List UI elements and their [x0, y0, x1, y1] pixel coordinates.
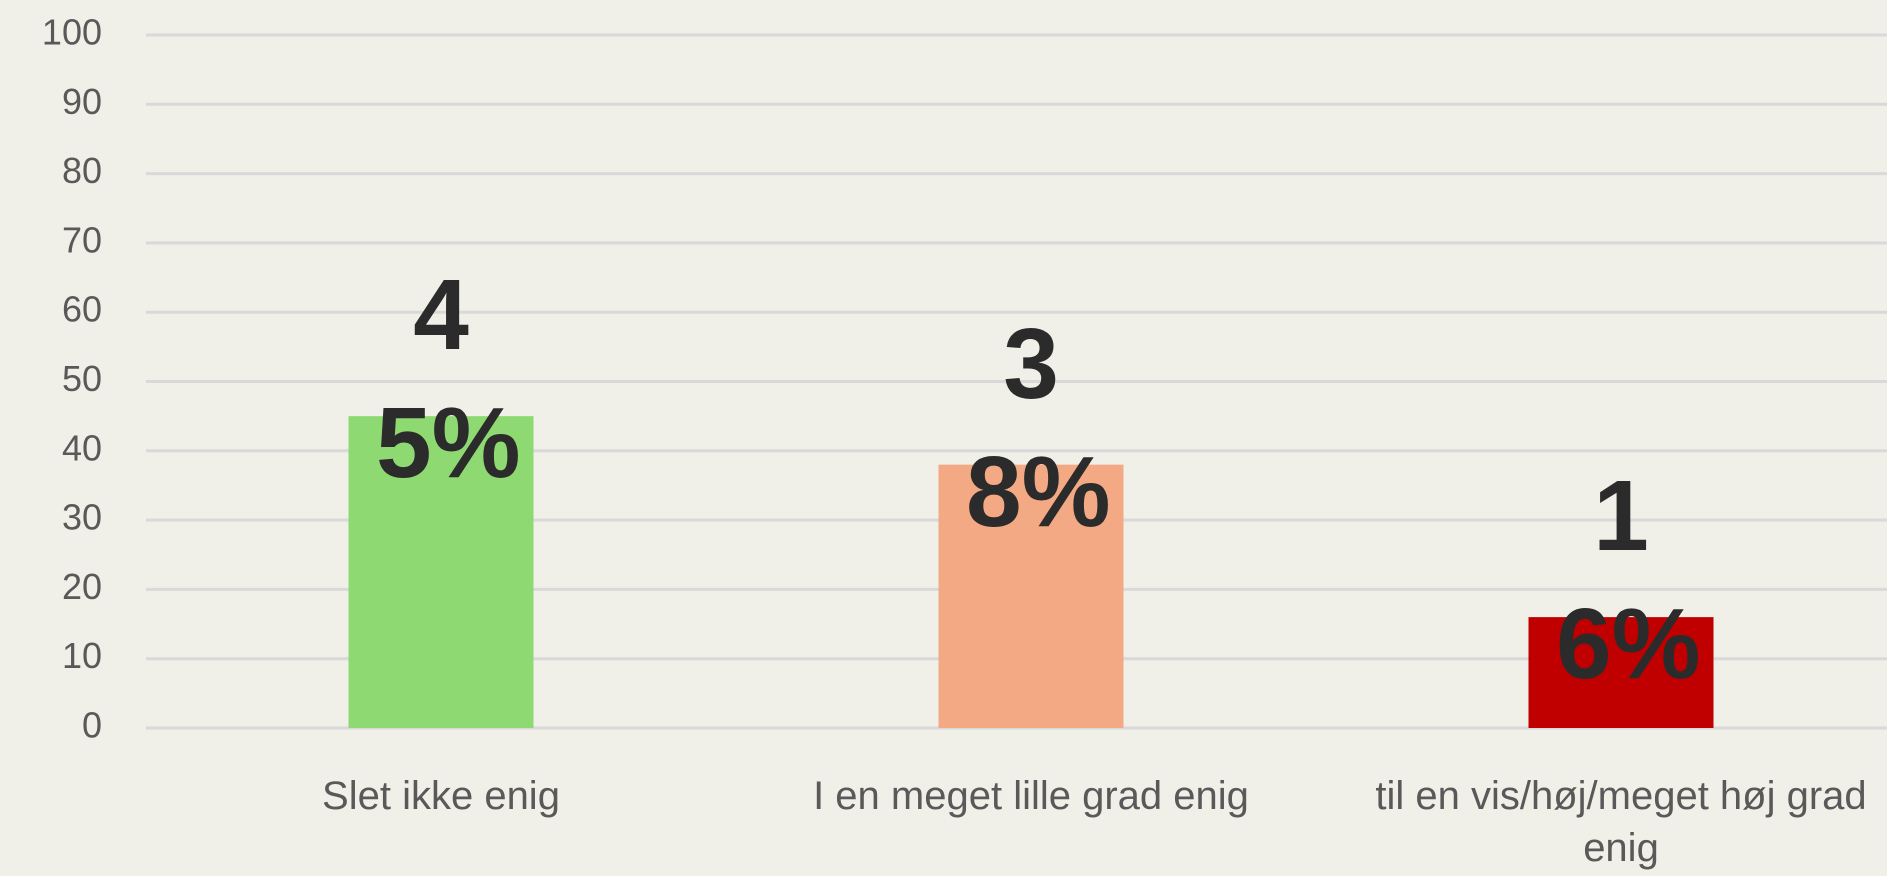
- bar: [1528, 617, 1714, 728]
- y-tick-label: 40: [62, 427, 102, 468]
- data-label: 45%: [376, 259, 521, 500]
- bar: [938, 464, 1124, 728]
- y-tick-label: 50: [62, 358, 102, 399]
- y-tick-label: 0: [82, 705, 102, 746]
- y-tick-label: 60: [62, 289, 102, 330]
- y-tick-label: 80: [62, 150, 102, 191]
- x-tick-label: til en vis/høj/meget høj grad enig: [1375, 774, 1867, 870]
- data-label: 38%: [966, 307, 1111, 548]
- y-tick-label: 100: [42, 12, 102, 53]
- y-tick-label: 10: [62, 635, 102, 676]
- y-tick-label: 90: [62, 81, 102, 122]
- y-tick-label: 20: [62, 566, 102, 607]
- bar: [348, 416, 534, 728]
- y-tick-label: 30: [62, 497, 102, 538]
- x-tick-label: Slet ikke enig: [322, 774, 560, 818]
- y-tick-label: 70: [62, 219, 102, 260]
- data-label: 16%: [1556, 460, 1701, 701]
- x-tick-label: I en meget lille grad enig: [813, 774, 1249, 818]
